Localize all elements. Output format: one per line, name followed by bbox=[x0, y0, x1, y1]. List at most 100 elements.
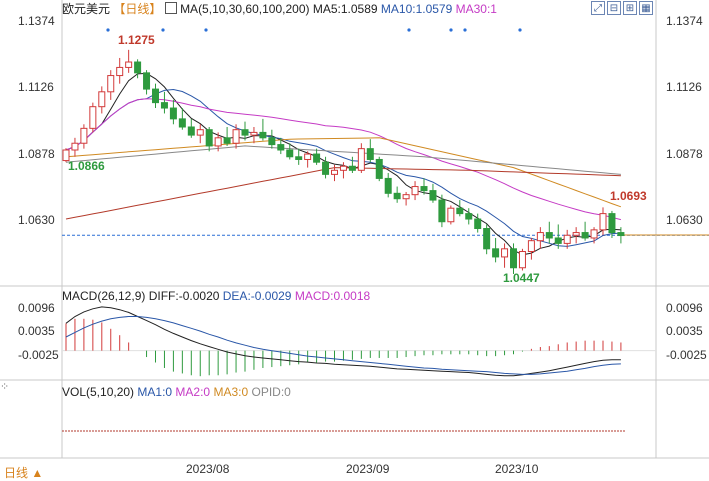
candle-body bbox=[348, 165, 356, 171]
candlestick bbox=[339, 162, 347, 179]
macd-y-tick-right: -0.0025 bbox=[666, 348, 707, 362]
candlestick bbox=[501, 243, 509, 268]
candle-body bbox=[107, 75, 115, 93]
candlestick bbox=[599, 207, 607, 236]
candle-body bbox=[438, 199, 446, 223]
candlestick bbox=[125, 49, 133, 73]
candle-body bbox=[277, 144, 285, 151]
candlestick bbox=[268, 129, 276, 149]
candle-body bbox=[411, 186, 419, 196]
candlestick bbox=[393, 186, 401, 203]
low-annotation: 1.0866 bbox=[68, 159, 105, 173]
macd-dea-line bbox=[65, 316, 621, 375]
vol-ma3: MA3:0 bbox=[213, 385, 249, 399]
drag-handle-icon[interactable]: ⁘ bbox=[0, 381, 10, 393]
candle-body bbox=[581, 232, 589, 239]
x-tick: 2023/09 bbox=[346, 462, 390, 476]
candlestick bbox=[304, 151, 312, 168]
candle-body bbox=[420, 186, 428, 192]
candle-body bbox=[116, 66, 124, 77]
candle-body bbox=[259, 131, 267, 139]
ma60-line bbox=[65, 137, 622, 208]
candle-body bbox=[608, 213, 616, 234]
vol-opid: OPID:0 bbox=[251, 385, 291, 399]
period-tag[interactable]: 【日线】 bbox=[113, 2, 162, 16]
macd-layer bbox=[62, 306, 656, 377]
candlestick-layer bbox=[62, 49, 625, 274]
candle-body bbox=[286, 149, 294, 158]
ma5-value: MA5:1.0589 bbox=[312, 2, 378, 16]
candle-body bbox=[375, 158, 383, 179]
candlestick bbox=[527, 237, 535, 260]
candle-body bbox=[62, 149, 70, 162]
low-annotation: 1.0447 bbox=[503, 271, 540, 285]
candle-body bbox=[304, 153, 312, 160]
macd-params: MACD(26,12,9) bbox=[62, 289, 146, 303]
volume-legend: VOL(5,10,20) MA1:0 MA2:0 MA3:0 OPID:0 bbox=[62, 385, 291, 399]
macd-diff-value: DIFF:-0.0020 bbox=[148, 289, 220, 303]
candle-body bbox=[80, 127, 88, 144]
ma100-line bbox=[65, 145, 621, 175]
candlestick bbox=[196, 124, 204, 144]
zoom-in-icon[interactable]: ⊞ bbox=[623, 1, 637, 15]
period-selector-button[interactable]: 日线 ▲ bbox=[4, 466, 44, 480]
candlestick bbox=[134, 59, 142, 79]
grid-icon[interactable]: ▦ bbox=[639, 1, 653, 15]
candle-body bbox=[563, 234, 571, 244]
candlestick bbox=[187, 118, 195, 138]
grid-layer bbox=[0, 0, 709, 459]
candlestick bbox=[331, 164, 338, 182]
expand-icon[interactable]: ⤢ bbox=[591, 1, 605, 15]
event-marker bbox=[518, 28, 522, 32]
candlestick bbox=[375, 156, 383, 182]
candle-body bbox=[214, 137, 222, 147]
candle-body bbox=[205, 129, 213, 147]
macd-y-tick-right: 0.0035 bbox=[666, 324, 703, 338]
price-legend: 欧元美元 【日线】 MA(5,10,30,60,100,200) MA5:1.0… bbox=[62, 2, 497, 16]
candlestick bbox=[71, 137, 79, 157]
y-tick-right: 1.0630 bbox=[666, 213, 703, 227]
candlestick bbox=[214, 132, 222, 152]
candlestick bbox=[277, 137, 285, 155]
y-tick-right: 1.1374 bbox=[666, 14, 703, 28]
candle-body bbox=[268, 137, 276, 146]
candlestick bbox=[295, 148, 303, 165]
candlestick bbox=[205, 126, 213, 152]
candlestick bbox=[357, 143, 365, 174]
candlestick bbox=[590, 227, 598, 244]
candle-body bbox=[510, 248, 517, 269]
event-marker bbox=[407, 28, 411, 32]
instrument-name: 欧元美元 bbox=[62, 2, 111, 16]
candlestick bbox=[80, 124, 88, 149]
event-marker bbox=[204, 28, 208, 32]
macd-diff-line bbox=[65, 306, 621, 377]
macd-y-tick-left: -0.0025 bbox=[18, 348, 59, 362]
candle-body bbox=[152, 88, 159, 104]
macd-y-tick-left: 0.0035 bbox=[18, 324, 55, 338]
candlestick bbox=[348, 156, 356, 174]
zoom-out-icon[interactable]: ⊟ bbox=[607, 1, 621, 15]
ma10-value: MA10:1.0579 bbox=[380, 2, 453, 16]
candle-body bbox=[223, 137, 231, 144]
candle-body bbox=[143, 72, 151, 90]
legend-toggle-icon[interactable] bbox=[164, 2, 177, 14]
y-tick-left: 1.1126 bbox=[18, 80, 54, 94]
recent-high-annotation: 1.0693 bbox=[610, 189, 647, 203]
candle-body bbox=[322, 161, 330, 175]
candle-body bbox=[196, 129, 204, 136]
candlestick bbox=[169, 99, 177, 125]
candle-body bbox=[393, 192, 401, 200]
high-annotation: 1.1275 bbox=[118, 33, 155, 47]
candle-body bbox=[590, 229, 598, 239]
candle-body bbox=[187, 126, 195, 136]
candlestick bbox=[545, 221, 553, 244]
candlestick bbox=[143, 70, 151, 95]
candlestick bbox=[322, 156, 330, 179]
candle-body bbox=[599, 213, 607, 231]
candle-body bbox=[331, 169, 338, 175]
candlestick bbox=[608, 210, 616, 238]
event-marker bbox=[449, 28, 453, 32]
y-tick-right: 1.1126 bbox=[666, 80, 702, 94]
